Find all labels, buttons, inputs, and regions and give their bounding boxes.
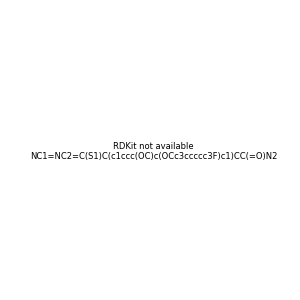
Text: RDKit not available
NC1=NC2=C(S1)C(c1ccc(OC)c(OCc3ccccc3F)c1)CC(=O)N2: RDKit not available NC1=NC2=C(S1)C(c1ccc… bbox=[30, 142, 278, 161]
